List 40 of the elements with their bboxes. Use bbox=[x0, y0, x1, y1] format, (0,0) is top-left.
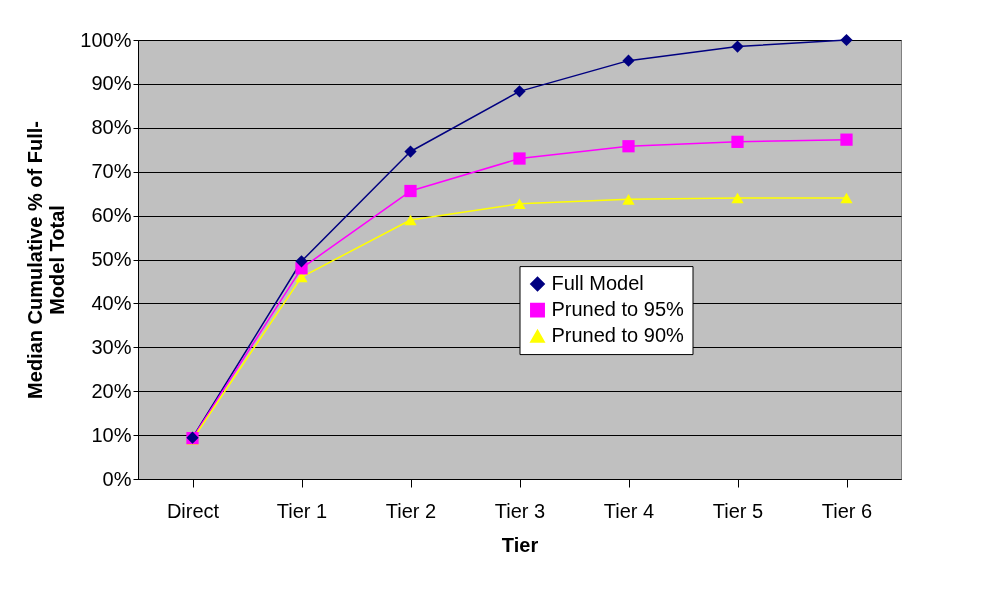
x-tick-label: Tier 6 bbox=[821, 499, 873, 522]
point bbox=[513, 152, 526, 165]
y-tick-label: 0% bbox=[102, 467, 132, 490]
y-tick-label: 70% bbox=[91, 160, 132, 183]
x-tick-label: Tier 3 bbox=[494, 499, 546, 522]
text: Model Total bbox=[46, 205, 69, 315]
point bbox=[404, 214, 417, 226]
x-tick-label: Direct bbox=[166, 499, 220, 522]
point bbox=[295, 255, 308, 268]
legend-label: Pruned to 90% bbox=[551, 324, 685, 347]
x-tick-label: Tier 2 bbox=[385, 499, 437, 522]
y-tick-label: 50% bbox=[91, 248, 132, 270]
x-axis-title: Tier bbox=[501, 533, 539, 556]
x-tick-label: Tier 5 bbox=[712, 499, 764, 522]
x-tick-label: Tier 4 bbox=[603, 499, 655, 522]
point bbox=[404, 184, 417, 198]
legend-label: Full Model bbox=[551, 272, 644, 295]
point bbox=[731, 135, 744, 148]
point bbox=[622, 140, 635, 153]
point bbox=[840, 133, 853, 146]
point bbox=[404, 145, 417, 158]
legend-label: Pruned to 95% bbox=[551, 298, 685, 321]
y-tick-label: 90% bbox=[91, 72, 132, 95]
x-tick-label: Tier 1 bbox=[276, 499, 328, 522]
y-tick-label: 100% bbox=[80, 28, 132, 51]
y-tick-label: 40% bbox=[91, 291, 132, 314]
point bbox=[731, 192, 744, 204]
point bbox=[513, 198, 526, 210]
point bbox=[622, 194, 635, 205]
point bbox=[731, 40, 744, 53]
y-tick-label: 30% bbox=[91, 335, 132, 358]
point bbox=[840, 192, 853, 204]
y-tick-label: 80% bbox=[91, 116, 132, 139]
text: Median Cumulative % of Full- bbox=[24, 121, 47, 399]
point bbox=[622, 54, 635, 67]
y-tick-label: 60% bbox=[91, 204, 132, 227]
point bbox=[513, 85, 526, 98]
y-tick-label: 20% bbox=[91, 379, 132, 402]
y-tick-label: 10% bbox=[91, 423, 132, 446]
point bbox=[840, 33, 853, 47]
